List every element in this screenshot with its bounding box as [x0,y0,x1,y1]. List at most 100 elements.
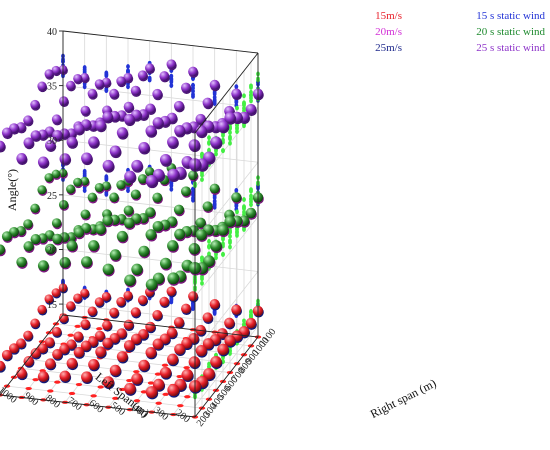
z-tick-label: 40 [47,27,57,38]
frame-edge [194,52,259,134]
data-point [137,295,148,305]
back-wall-projection-dot [191,92,195,97]
data-point [131,159,143,172]
back-wall-projection-dot [169,183,174,189]
data-point [174,125,186,137]
data-point [167,136,179,148]
right-wall-projection-dot [249,199,253,205]
data-point [0,140,6,152]
data-point [59,256,71,268]
data-point [73,331,84,342]
data-point [30,347,41,359]
data-point [80,105,91,116]
data-point [37,185,47,195]
data-point [195,229,207,241]
data-point [37,81,47,91]
right-span-axis-line [0,394,196,418]
floor-gridline [6,385,203,409]
data-point [80,209,91,220]
data-point [131,333,142,345]
z-tick-label: 30 [47,136,57,147]
data-point [73,346,85,358]
data-point [1,231,13,242]
back-wall-gridline [62,249,259,272]
data-point [138,141,150,154]
data-point [45,139,56,151]
data-point [87,306,98,316]
data-point [217,224,229,236]
back-wall-projection-dot [104,72,109,78]
right-wall-projection-dot [235,125,239,131]
data-point [23,219,33,229]
floor-projection-dot [133,399,141,403]
data-point [94,79,104,89]
right-wall-projection-dot [221,148,225,154]
data-point [80,288,90,298]
data-point [245,317,257,329]
data-point [45,243,56,255]
data-point [152,378,165,391]
data-point [116,351,128,363]
data-point [109,307,119,318]
right-wall-projection-dot [235,228,239,234]
right-wall-gridline [194,325,259,407]
data-point [181,82,191,93]
data-point [66,240,78,252]
floor-projection-dot [184,395,191,399]
data-point [152,310,163,321]
data-point [102,215,113,226]
data-point [195,125,207,137]
floor-projection-dot [68,391,76,396]
plot-frame [0,30,259,418]
legend-item-25ms: 25m/s [375,42,402,54]
right-wall-projection-dot [249,84,253,90]
data-point [188,66,198,77]
right-wall-projection-dot [249,188,253,194]
data-point [51,218,62,228]
back-wall-projection-dot [234,203,239,209]
right-wall-gridline [194,271,259,352]
data-point [231,192,242,203]
right-wall-projection-dot [242,206,246,212]
data-point [123,101,134,112]
data-point [167,168,180,181]
data-point [173,204,185,215]
data-point [59,370,71,382]
right-span-axis-title: Right span (m) [368,376,439,421]
data-point [102,376,115,388]
right-wall-projection-dot [242,197,246,202]
data-point [9,343,19,354]
data-point [159,71,170,81]
data-point [195,345,207,357]
plot-data-points [0,59,264,400]
data-point [145,103,156,114]
data-point [109,88,119,99]
data-point [95,223,107,235]
right-wall-projection-dot [200,177,204,182]
data-point [58,200,69,210]
right-wall-projection-dot [207,244,211,250]
right-wall-projection-dot [249,89,253,95]
right-wall-projection-dot [214,255,218,261]
data-point [66,184,76,194]
data-point [231,304,242,315]
data-point [73,293,83,303]
data-point [102,337,113,349]
data-point [23,137,34,148]
z-tick-label: 25 [47,191,57,202]
data-point [224,317,235,329]
data-point [137,70,148,80]
data-point [16,338,26,349]
data-point [123,205,134,216]
data-point [23,355,34,367]
right-wall-projection-dot [221,236,225,242]
floor-projection-dot [177,404,184,408]
right-wall-projection-dot [207,147,211,153]
data-point [145,174,158,187]
data-point [166,327,178,338]
data-point [145,278,158,291]
data-point [123,113,135,125]
floor-projection-dot [54,380,61,384]
back-wall-projection-dot [169,79,174,85]
